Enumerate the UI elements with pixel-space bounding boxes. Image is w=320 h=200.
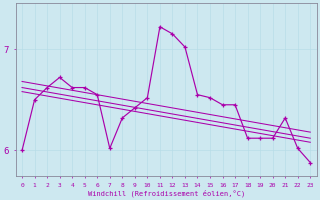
X-axis label: Windchill (Refroidissement éolien,°C): Windchill (Refroidissement éolien,°C): [88, 189, 245, 197]
